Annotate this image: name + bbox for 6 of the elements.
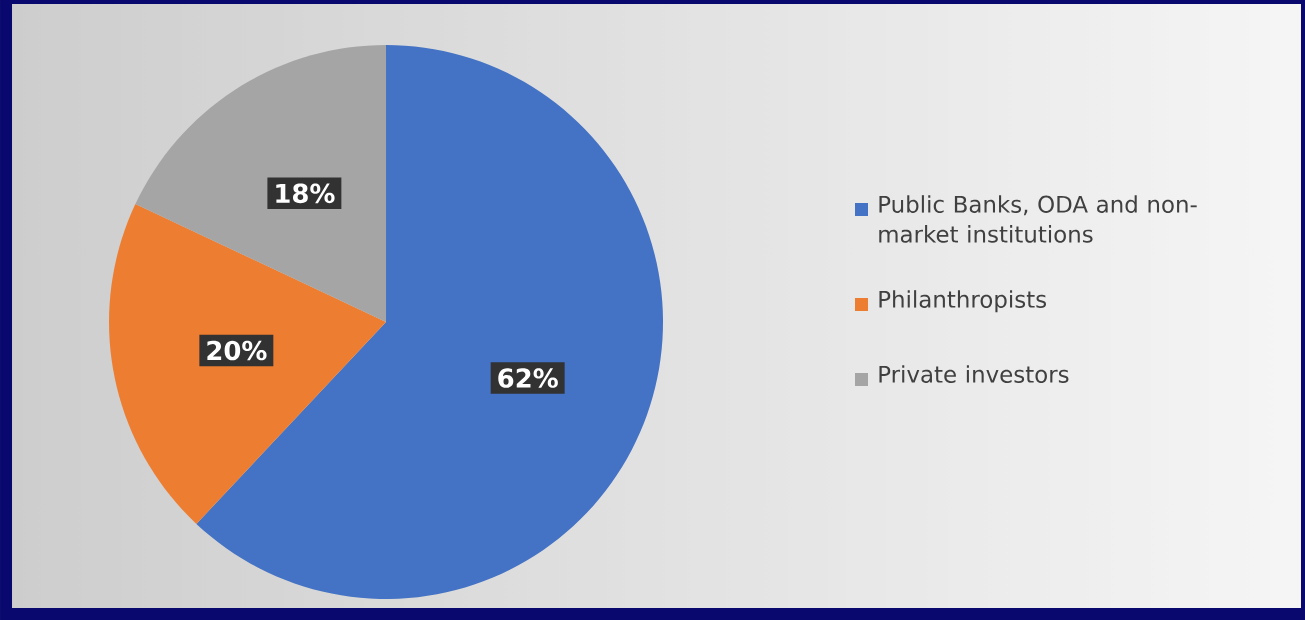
data-label: 20% [207,340,267,361]
legend-label: Private investors [879,365,1069,383]
data-label: 18% [276,183,335,204]
data-label: 62% [498,368,558,388]
legend-label: Public Banks, ODA and non-market institutions [879,195,1197,243]
legend-label: Philanthropists [879,290,1046,313]
